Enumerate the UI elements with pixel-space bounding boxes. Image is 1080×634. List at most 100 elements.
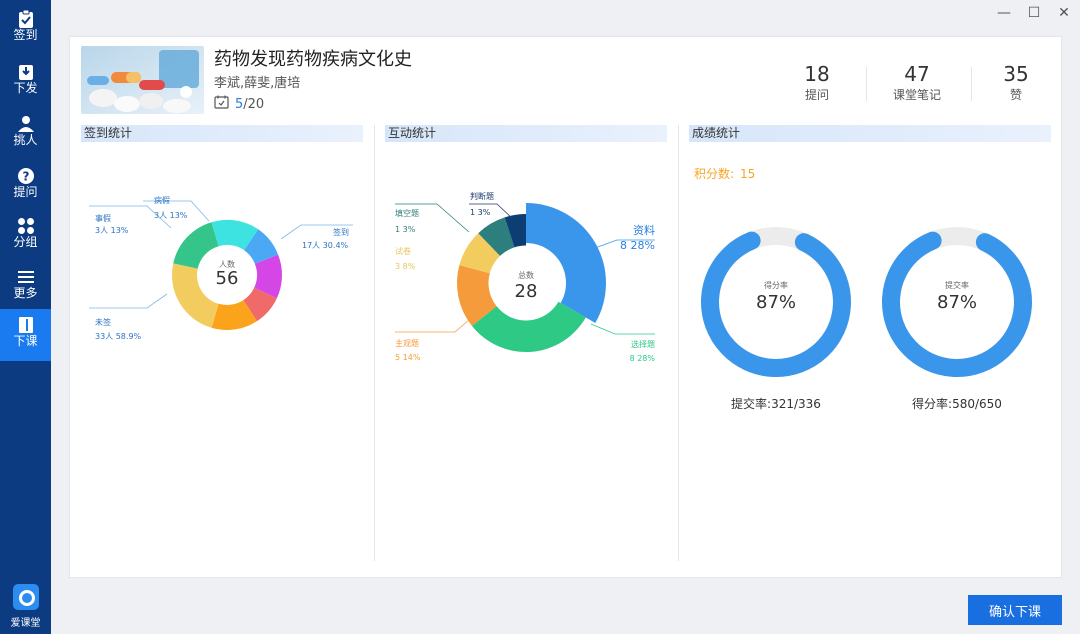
sidebar-item-label: 分组	[13, 235, 38, 249]
person-icon	[0, 108, 51, 132]
label-judge-value: 1 3%	[470, 208, 491, 217]
leader-line	[590, 323, 655, 335]
attendance-header: 签到统计	[81, 125, 363, 142]
label-subjective-name: 主观题	[395, 338, 419, 348]
attendance-section: 签到统计 人数 56 病假 3人 13% 事假 3人 13% 签到	[81, 125, 363, 561]
segment-test	[459, 233, 501, 274]
label-sick-name: 病假	[154, 195, 170, 205]
center-value: 56	[216, 268, 239, 289]
sidebar-item-label: 下发	[13, 81, 38, 95]
gauge-arc	[882, 227, 1032, 377]
label-subjective-value: 5 14%	[395, 353, 421, 362]
svg-text:?: ?	[22, 170, 29, 184]
maximize-icon[interactable]: ☐	[1027, 5, 1041, 21]
grade-gauges: 得分率 87% 提交率 87%	[701, 227, 1032, 377]
close-icon[interactable]: ✕	[1058, 5, 1070, 21]
gauge-percent: 87%	[756, 292, 796, 313]
segment-signed	[244, 229, 279, 264]
segment-judge	[504, 214, 526, 248]
gauge-percent: 87%	[937, 292, 977, 313]
stat-divider	[971, 67, 972, 101]
gauge-score-rate: 得分率 87%	[701, 227, 851, 377]
score-value: 15	[740, 167, 756, 181]
center-value: 28	[515, 281, 538, 302]
app-logo-icon	[12, 584, 39, 610]
sidebar-item-group[interactable]: 分组	[0, 210, 51, 260]
confirm-end-class-button[interactable]: 确认下课	[968, 595, 1062, 625]
sidebar-item-distribute[interactable]: 下发	[0, 56, 51, 106]
sidebar-item-label: 下课	[13, 334, 38, 348]
center-label: 总数	[518, 270, 534, 280]
gauge-caption-submit: 提交率:321/336	[731, 397, 821, 411]
sidebar-item-label: 更多	[13, 286, 38, 300]
progress-current: 5	[235, 96, 244, 112]
label-judge-name: 判断题	[470, 191, 494, 201]
stat-value: 35	[1003, 62, 1029, 86]
label-personal-name: 事假	[95, 213, 111, 223]
gauge-arc	[701, 227, 851, 377]
course-progress: 5/20	[214, 95, 264, 113]
segment-choice	[471, 301, 586, 353]
stat-notes: 47 课堂笔记	[877, 63, 957, 103]
sidebar-item-label: 提问	[13, 185, 38, 199]
section-divider	[678, 125, 679, 561]
label-personal-value: 3人 13%	[95, 226, 129, 235]
label-choice-value: 8 28%	[630, 354, 656, 363]
grades-header: 成绩统计	[689, 125, 1051, 142]
stat-value: 18	[804, 62, 830, 86]
leader-line	[280, 224, 353, 240]
course-teachers: 李斌,薛斐,唐培	[214, 76, 301, 91]
gauge-submit-rate: 提交率 87%	[882, 227, 1032, 377]
label-signed-name: 签到	[333, 227, 349, 237]
download-box-icon	[0, 56, 51, 80]
stat-label: 提问	[804, 88, 829, 102]
segment-red	[243, 287, 277, 322]
leader-line	[143, 200, 210, 222]
app-logo: 爱课堂	[0, 584, 51, 629]
sidebar-item-pick[interactable]: 挑人	[0, 108, 51, 158]
interaction-header: 互动统计	[385, 125, 667, 142]
section-divider	[374, 125, 375, 561]
segment-sick-leave	[211, 219, 259, 251]
segment-subjective	[456, 265, 497, 326]
sidebar: 签到 下发 挑人 ? 提问 分组 更多 下课 爱	[0, 0, 51, 634]
question-circle-icon: ?	[0, 160, 51, 184]
minimize-icon[interactable]: —	[997, 5, 1011, 21]
label-choice-name: 选择题	[631, 339, 655, 349]
label-signed-value: 17人 30.4%	[302, 241, 349, 250]
label-fill-value: 1 3%	[395, 225, 416, 234]
sidebar-item-question[interactable]: ? 提问	[0, 160, 51, 210]
clipboard-check-icon	[0, 3, 51, 28]
sidebar-item-checkin[interactable]: 签到	[0, 3, 51, 53]
segment-magenta	[254, 254, 283, 299]
label-absent-value: 33人 58.9%	[95, 332, 142, 341]
stat-likes: 35 赞	[976, 63, 1056, 103]
app-name: 爱课堂	[10, 618, 41, 629]
stat-divider	[866, 67, 867, 101]
stat-label: 课堂笔记	[892, 88, 941, 102]
stat-value: 47	[904, 62, 930, 86]
interaction-section: 互动统计 总数 28 判断题 1 3% 填空题 1 3% 试卷 3 8%	[385, 125, 667, 561]
segment-personal-leave	[173, 222, 219, 269]
grades-section: 成绩统计 积分数: 15 得分率 87% 提交率 87% 提交率:321/336 …	[689, 125, 1051, 561]
segment-material	[526, 203, 606, 323]
course-thumbnail	[81, 46, 204, 114]
label-test-value: 3 8%	[395, 262, 416, 271]
label-fill-name: 填空题	[395, 208, 419, 218]
gauge-caption-score: 得分率:580/650	[912, 397, 1002, 411]
label-sick-value: 3人 13%	[154, 211, 188, 220]
leader-line	[395, 319, 470, 333]
label-material-name: 资料	[633, 223, 655, 237]
gauge-inner-label: 提交率	[945, 280, 969, 290]
segment-orange	[211, 300, 257, 331]
grid-icon	[0, 210, 51, 234]
score-count: 积分数: 15	[694, 165, 755, 182]
stat-label: 赞	[1009, 88, 1022, 102]
sidebar-item-end-class[interactable]: 下课	[0, 309, 51, 361]
stat-questions: 18 提问	[777, 63, 857, 103]
progress-total: /20	[243, 96, 265, 112]
attendance-donut-chart: 人数 56 病假 3人 13% 事假 3人 13% 签到 17人 30.4% 未…	[89, 195, 353, 341]
leader-line	[395, 203, 470, 233]
menu-lines-icon	[0, 261, 51, 285]
sidebar-item-more[interactable]: 更多	[0, 261, 51, 311]
